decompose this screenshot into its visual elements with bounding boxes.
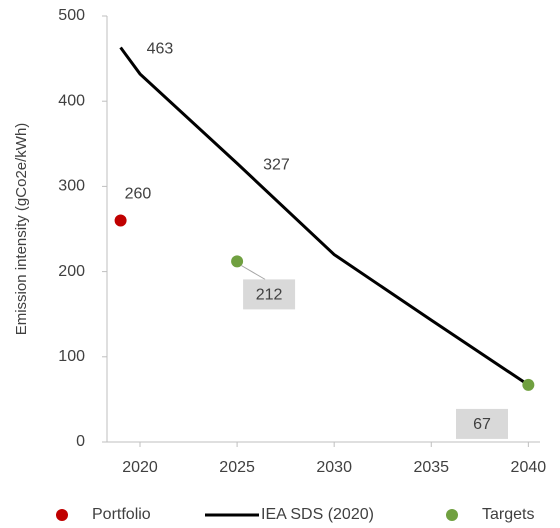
y-tick-label: 500: [58, 7, 85, 24]
y-tick-label: 300: [58, 178, 85, 195]
x-tick-label: 2040: [511, 459, 547, 476]
point: [522, 378, 535, 391]
data-label: 327: [263, 157, 290, 174]
leader-line: [240, 264, 266, 280]
legend-label: IEA SDS (2020): [261, 506, 374, 523]
data-label: 67: [473, 416, 491, 433]
y-tick-label: 400: [58, 92, 85, 109]
label-box: [456, 408, 508, 439]
x-tick-label: 2025: [219, 459, 255, 476]
x-tick-label: 2035: [413, 459, 449, 476]
y-tick-label: 200: [58, 263, 85, 280]
y-axis-label: Emission intensity (gCo2e/kWh): [13, 123, 30, 336]
data-label: 260: [125, 186, 152, 203]
legend-label: Targets: [482, 506, 534, 523]
label-box: [243, 279, 296, 310]
y-tick-label: 0: [76, 433, 85, 450]
x-tick-label: 2030: [316, 459, 352, 476]
x-tick-label: 2020: [122, 459, 158, 476]
data-label: 212: [256, 287, 283, 304]
data-label: 463: [147, 41, 174, 58]
legend-swatch: [56, 509, 68, 521]
legend-label: Portfolio: [92, 506, 151, 523]
point: [114, 214, 127, 227]
point: [231, 255, 244, 268]
legend-swatch: [446, 509, 458, 521]
y-tick-label: 100: [58, 348, 85, 365]
line: [119, 46, 530, 387]
